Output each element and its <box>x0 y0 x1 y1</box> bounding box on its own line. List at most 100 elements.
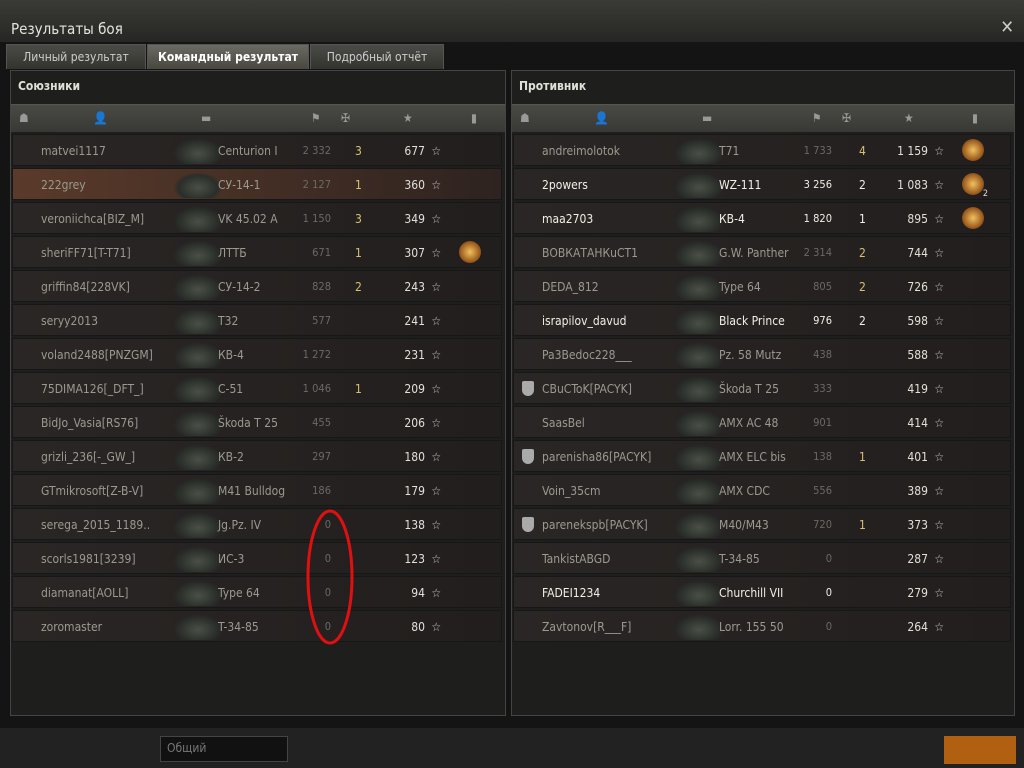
player-name: DEDA_812 <box>542 280 599 294</box>
player-row: FADEI1234 Churchill VII 0 279 ☆ <box>513 576 1011 608</box>
tank-icon <box>674 342 724 368</box>
star: ☆ <box>934 484 944 498</box>
damage: 671 <box>312 246 331 259</box>
action-button[interactable] <box>944 736 1016 764</box>
player-row: zoromaster T-34-85 0 80 ☆ <box>12 610 502 642</box>
header-icon: ⚑ <box>812 111 822 125</box>
experience: 895 <box>907 212 928 226</box>
kills: 2 <box>355 280 362 294</box>
damage: 0 <box>825 586 832 599</box>
star: ☆ <box>431 280 441 294</box>
tank-icon <box>674 546 724 572</box>
tank-icon <box>173 478 223 504</box>
experience: 373 <box>907 518 928 532</box>
experience: 287 <box>907 552 928 566</box>
experience: 138 <box>404 518 425 532</box>
tank-icon <box>674 512 724 538</box>
player-row: voland2488[PNZGM] КВ-4 1 272 231 ☆ <box>12 338 502 370</box>
player-row: Pa3Bedoc228___ Pz. 58 Mutz 438 588 ☆ <box>513 338 1011 370</box>
player-name: zoromaster <box>41 620 103 634</box>
experience: 414 <box>907 416 928 430</box>
tank-icon <box>173 512 223 538</box>
damage: 976 <box>813 314 832 327</box>
chat-channel[interactable]: Общий <box>160 736 288 762</box>
player-row: griffin84[228VK] СУ-14-2 828 2 243 ☆ <box>12 270 502 302</box>
player-name: scorls1981[3239] <box>41 552 136 566</box>
player-row: BidJo_Vasia[RS76] Škoda T 25 455 206 ☆ <box>12 406 502 438</box>
player-row: grizli_236[-_GW_] КВ-2 297 180 ☆ <box>12 440 502 472</box>
tank-name: M41 Bulldog <box>218 484 286 498</box>
tank-name: С-51 <box>218 382 244 396</box>
header-icon: ☗ <box>520 111 530 125</box>
kills: 1 <box>355 178 362 192</box>
player-name: 222grey <box>41 178 86 192</box>
red-circle-annotation <box>306 509 354 645</box>
tank-name: ЛТТБ <box>218 246 247 260</box>
star: ☆ <box>431 314 441 328</box>
player-name: ВОВКАТАНКuСТ1 <box>542 246 638 260</box>
damage: 0 <box>825 552 832 565</box>
damage: 186 <box>312 484 331 497</box>
tank-name: КВ-2 <box>218 450 244 464</box>
damage: 3 256 <box>803 178 832 191</box>
medal-count: 2 <box>982 189 988 199</box>
star: ☆ <box>431 552 441 566</box>
tank-name: Churchill VII <box>719 586 784 600</box>
damage: 1 733 <box>803 144 832 157</box>
player-name: Voin_35cm <box>542 484 601 498</box>
star: ☆ <box>431 348 441 362</box>
experience: 179 <box>404 484 425 498</box>
header-icon: ✠ <box>341 111 351 125</box>
star: ☆ <box>934 314 944 328</box>
header-icon: ☗ <box>19 111 29 125</box>
tab[interactable]: Подробный отчёт <box>310 44 444 69</box>
damage: 1 272 <box>302 348 331 361</box>
player-row: maa2703 КВ-4 1 820 1 895 ☆ <box>513 202 1011 234</box>
clan-icon <box>522 381 534 396</box>
header-icon: ★ <box>904 111 914 125</box>
star: ☆ <box>431 178 441 192</box>
team-name: Союзники <box>18 79 81 93</box>
player-row: diamanat[AOLL] Type 64 0 94 ☆ <box>12 576 502 608</box>
tank-name: Jg.Pz. IV <box>218 518 262 532</box>
experience: 598 <box>907 314 928 328</box>
experience: 206 <box>404 416 425 430</box>
kills: 1 <box>355 382 362 396</box>
medal: 2 <box>962 173 988 199</box>
player-name: TankistABGD <box>542 552 611 566</box>
experience: 588 <box>907 348 928 362</box>
damage: 720 <box>813 518 832 531</box>
tank-name: Centurion I <box>218 144 278 158</box>
tank-name: СУ-14-1 <box>218 178 261 192</box>
experience: 401 <box>907 450 928 464</box>
player-name: veroniichca[BIZ_M] <box>41 212 145 226</box>
damage: 138 <box>813 450 832 463</box>
player-row: TankistABGD T-34-85 0 287 ☆ <box>513 542 1011 574</box>
tank-icon <box>674 376 724 402</box>
kills: 2 <box>859 178 866 192</box>
kills: 1 <box>859 518 866 532</box>
player-row: serega_2015_1189.. Jg.Pz. IV 0 138 ☆ <box>12 508 502 540</box>
player-row: SaasBel AMX AC 48 901 414 ☆ <box>513 406 1011 438</box>
experience: 389 <box>907 484 928 498</box>
player-name: maa2703 <box>542 212 594 226</box>
star: ☆ <box>934 348 944 362</box>
experience: 726 <box>907 280 928 294</box>
star: ☆ <box>934 518 944 532</box>
player-name: BidJo_Vasia[RS76] <box>41 416 139 430</box>
close-button[interactable]: ✕ <box>1000 17 1014 38</box>
player-name: serega_2015_1189.. <box>41 518 151 532</box>
tab-active[interactable]: Командный результат <box>147 44 309 69</box>
bottom-bar: Общий <box>0 728 1024 768</box>
tab[interactable]: Личный результат <box>6 44 146 69</box>
tank-icon <box>173 274 223 300</box>
experience: 80 <box>411 620 425 634</box>
player-row: sheriFF71[T-T71] ЛТТБ 671 1 307 ☆ <box>12 236 502 268</box>
column-header: ☗ 👤 ▬ ⚑ ✠ ★ ▮ <box>512 104 1014 132</box>
damage: 0 <box>825 620 832 633</box>
tank-icon <box>173 580 223 606</box>
star: ☆ <box>934 246 944 260</box>
damage: 0 <box>324 586 331 599</box>
player-row: matvei1117 Centurion I 2 332 3 677 ☆ <box>12 134 502 166</box>
